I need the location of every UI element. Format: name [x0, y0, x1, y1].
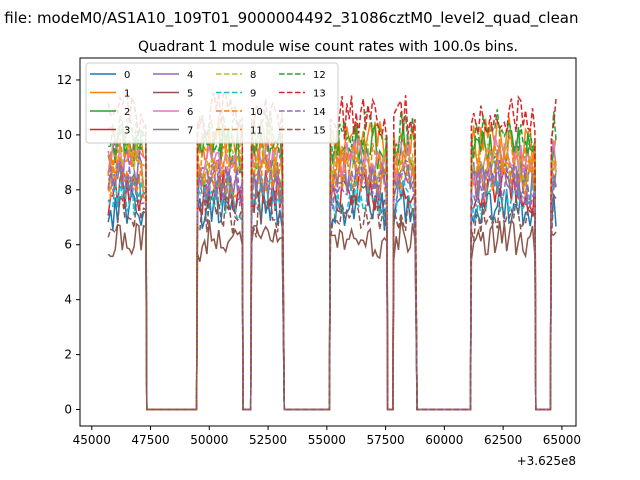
axes-frame [79, 57, 577, 427]
x-tick-label: 57500 [366, 433, 404, 447]
legend-label: 0 [124, 70, 130, 81]
legend-label: 11 [250, 126, 263, 137]
series-layer [107, 91, 557, 411]
series-line-13 [107, 91, 557, 411]
x-tick-label: 50000 [190, 433, 228, 447]
series-line-12 [107, 109, 557, 411]
chart-title: Quadrant 1 module wise count rates with … [138, 39, 518, 55]
legend-label: 13 [313, 89, 326, 100]
legend-label: 12 [313, 70, 326, 81]
plot-area: 45000 47500 50000 52500 55000 57500 60000 62500… [57, 57, 581, 468]
y-tick-label: 4 [64, 293, 72, 307]
series-line-0 [107, 183, 557, 411]
legend-label: 9 [250, 89, 256, 100]
x-tick-label: 47500 [131, 433, 169, 447]
x-tick-label: 52500 [249, 433, 287, 447]
x-tick-label: 60000 [425, 433, 463, 447]
x-axis: 45000 47500 50000 52500 55000 57500 60000 62500… [73, 426, 581, 447]
legend-frame [85, 62, 339, 144]
x-tick-label: 62500 [484, 433, 522, 447]
legend-label: 8 [250, 70, 256, 81]
series-line-15 [107, 192, 557, 411]
series-line-11 [107, 151, 557, 411]
y-tick-label: 12 [57, 73, 72, 87]
legend-label: 7 [187, 126, 193, 137]
x-tick-label: 45000 [73, 433, 111, 447]
x-tick-label: 65000 [543, 433, 581, 447]
x-tick-label: 55000 [308, 433, 346, 447]
x-offset-label: +3.625e8 [517, 454, 576, 468]
legend-label: 5 [187, 89, 193, 100]
y-tick-label: 6 [64, 238, 72, 252]
series-line-10 [107, 134, 557, 411]
legend-label: 1 [124, 89, 130, 100]
series-line-14 [107, 159, 557, 411]
legend-label: 4 [187, 70, 193, 81]
series-line-5 [107, 217, 557, 411]
y-tick-label: 8 [64, 183, 72, 197]
y-tick-label: 0 [64, 403, 72, 417]
legend-label: 6 [187, 107, 193, 118]
legend-label: 3 [124, 126, 130, 137]
y-tick-label: 10 [57, 128, 72, 142]
y-tick-label: 2 [64, 348, 72, 362]
legend-label: 2 [124, 107, 130, 118]
figure-suptitle: n file: modeM0/AS1A10_109T01_9000004492_… [0, 9, 579, 28]
legend-label: 14 [313, 107, 326, 118]
legend-label: 10 [250, 107, 263, 118]
y-axis: 0 2 4 6 8 10 12 [57, 73, 80, 417]
legend-label: 15 [313, 126, 326, 137]
